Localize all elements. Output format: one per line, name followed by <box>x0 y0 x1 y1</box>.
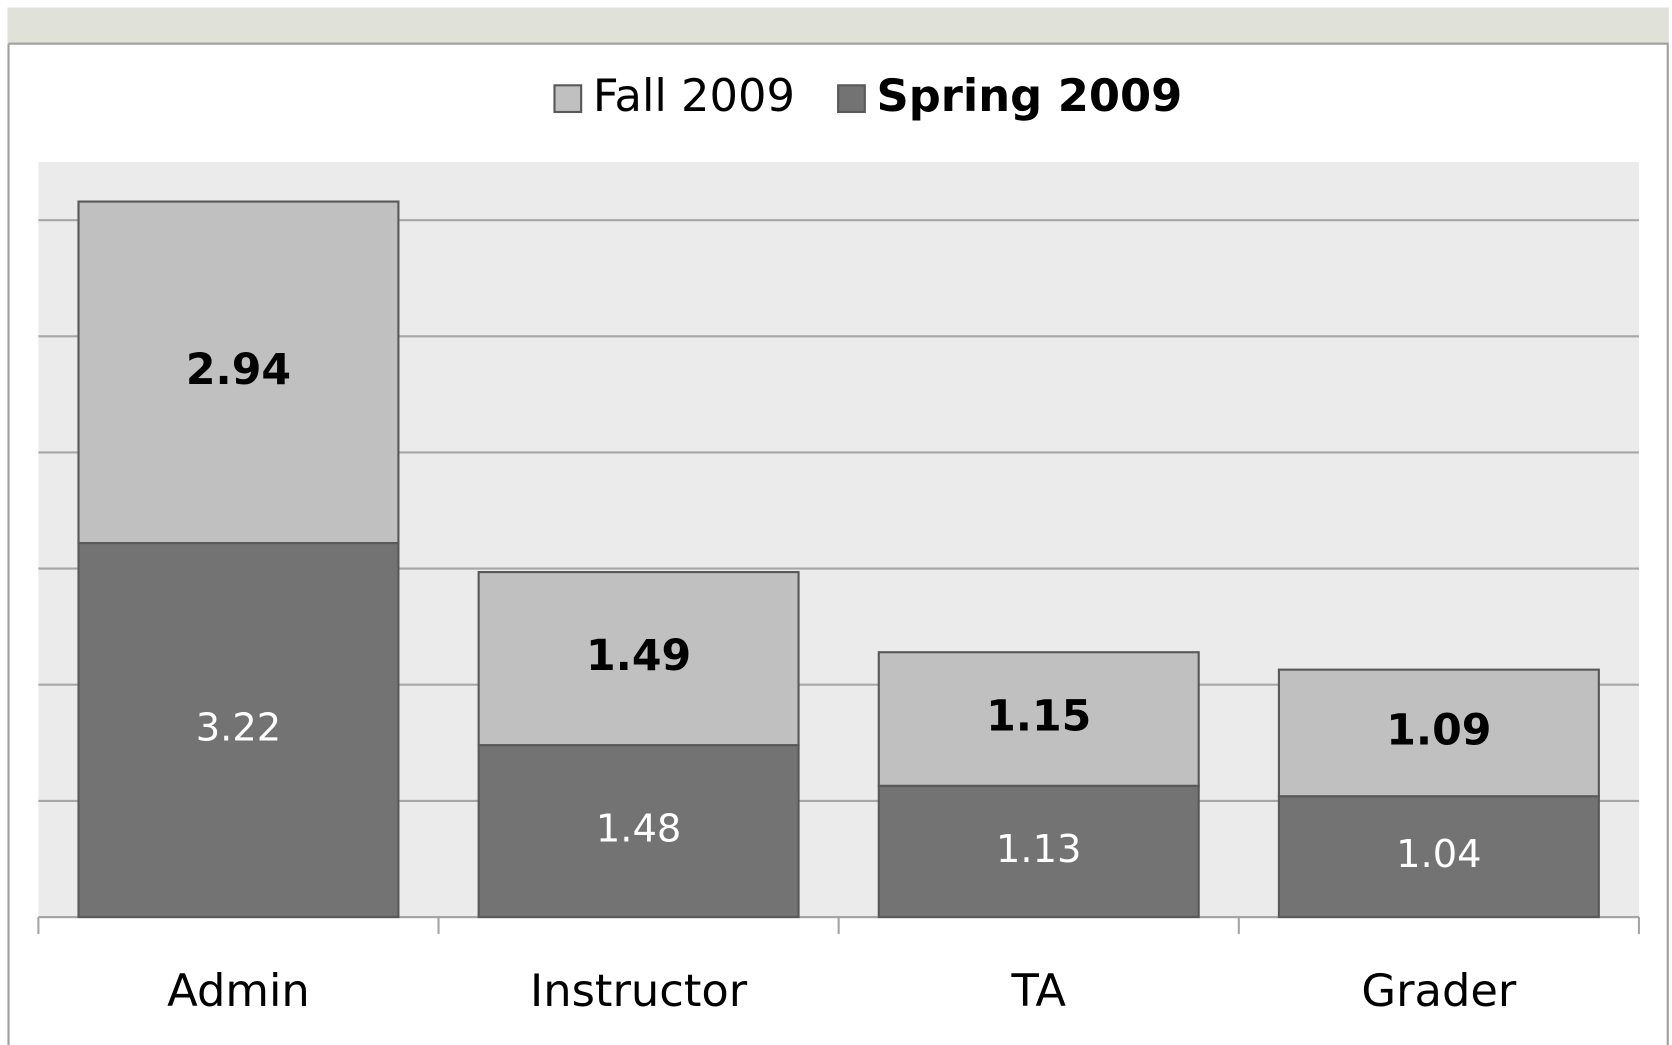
data-label: 1.09 <box>1386 705 1491 755</box>
data-label: 1.13 <box>996 827 1081 872</box>
header-bar <box>7 7 1669 44</box>
x-tick-label: Grader <box>1361 964 1516 1017</box>
data-label: 3.22 <box>196 706 281 751</box>
legend-swatch <box>553 84 583 114</box>
data-label: 1.48 <box>596 807 681 852</box>
data-label: 1.04 <box>1396 832 1481 877</box>
legend-swatch <box>837 84 866 114</box>
bar-segment <box>477 571 800 747</box>
bar-segment <box>1277 668 1600 798</box>
legend-label: Spring 2009 <box>877 69 1183 122</box>
legend-label: Fall 2009 <box>593 69 795 122</box>
bar-segment <box>877 651 1200 787</box>
data-label: 1.15 <box>986 692 1091 742</box>
bar-segment <box>77 200 400 545</box>
bar-segment <box>1277 795 1600 919</box>
x-tick-label: Admin <box>167 964 310 1017</box>
data-label: 1.49 <box>586 631 691 681</box>
bar-segment <box>877 784 1200 919</box>
data-label: 2.94 <box>186 345 291 395</box>
x-tick-label: Instructor <box>530 964 748 1017</box>
x-tick-label: TA <box>1010 964 1066 1017</box>
frame <box>7 42 1669 1045</box>
